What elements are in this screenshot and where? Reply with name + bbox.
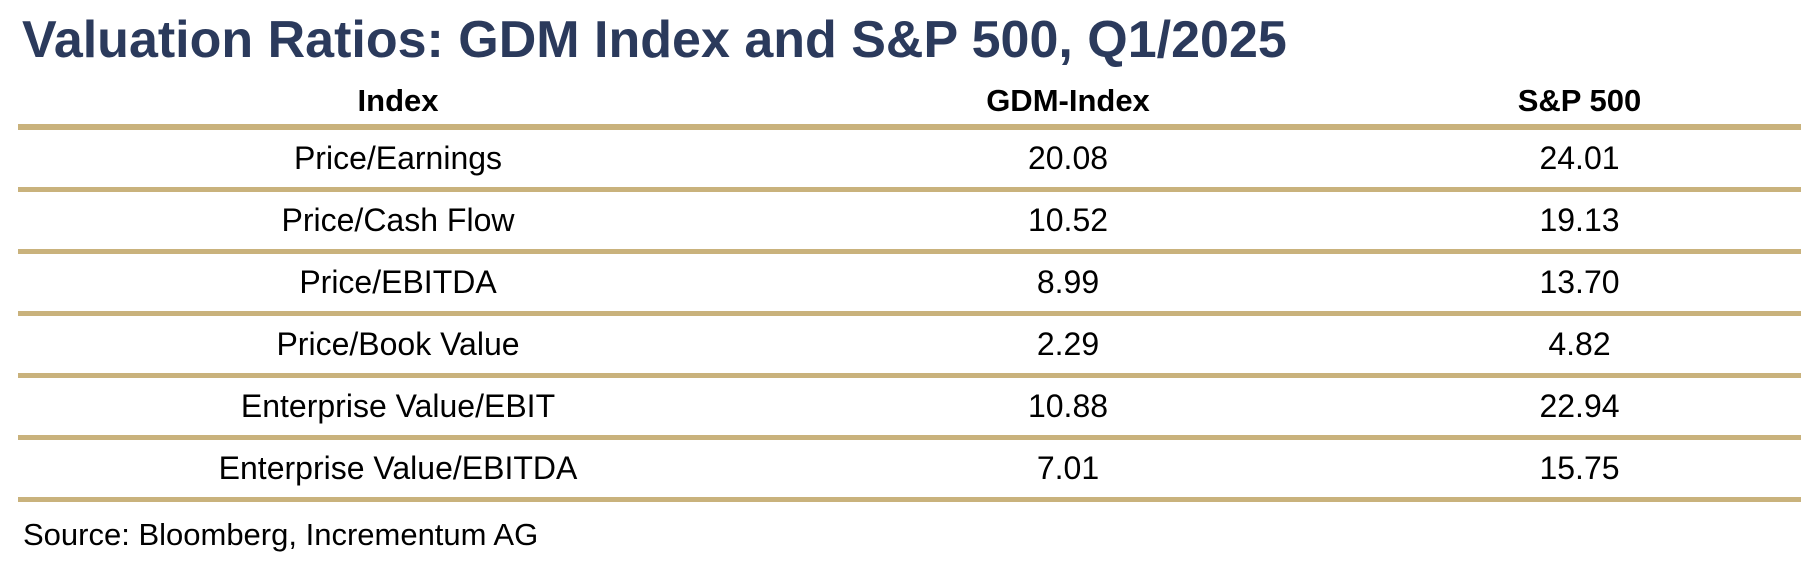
- gdm-value: 8.99: [1036, 264, 1100, 300]
- row-label: Price/Earnings: [293, 140, 503, 176]
- gdm-value: 20.08: [1027, 140, 1109, 176]
- column-header-gdm-index: GDM-Index: [986, 83, 1150, 118]
- gdm-value: 2.29: [1036, 326, 1100, 362]
- row-label: Enterprise Value/EBIT: [240, 388, 556, 424]
- table-header-row: Index GDM-Index S&P 500: [18, 78, 1801, 130]
- sp500-value: 4.82: [1548, 326, 1611, 362]
- table-row: Price/EBITDA 8.99 13.70: [18, 254, 1801, 316]
- sp500-value: 13.70: [1539, 264, 1620, 300]
- sp500-value: 22.94: [1539, 388, 1620, 424]
- row-label: Price/EBITDA: [299, 264, 497, 300]
- row-label: Price/Cash Flow: [281, 202, 515, 238]
- gdm-value: 10.88: [1027, 388, 1109, 424]
- row-label: Price/Book Value: [276, 326, 520, 362]
- chart-title: Valuation Ratios: GDM Index and S&P 500,…: [22, 11, 1287, 69]
- source-note: Source: Bloomberg, Incrementum AG: [23, 517, 539, 552]
- gdm-value: 10.52: [1027, 202, 1109, 238]
- sp500-value: 15.75: [1539, 450, 1620, 486]
- table-row: Enterprise Value/EBITDA 7.01 15.75: [18, 440, 1801, 502]
- row-label: Enterprise Value/EBITDA: [218, 450, 578, 486]
- sp500-value: 24.01: [1539, 140, 1620, 176]
- table-row: Price/Book Value 2.29 4.82: [18, 316, 1801, 378]
- table-row: Price/Cash Flow 10.52 19.13: [18, 192, 1801, 254]
- table-row: Price/Earnings 20.08 24.01: [18, 130, 1801, 192]
- table-row: Enterprise Value/EBIT 10.88 22.94: [18, 378, 1801, 440]
- column-header-sp500: S&P 500: [1517, 83, 1642, 118]
- column-header-index: Index: [357, 83, 439, 118]
- gdm-value: 7.01: [1036, 450, 1100, 486]
- sp500-value: 19.13: [1539, 202, 1620, 238]
- valuation-table: Index GDM-Index S&P 500 Price/Earnings 2…: [18, 78, 1801, 502]
